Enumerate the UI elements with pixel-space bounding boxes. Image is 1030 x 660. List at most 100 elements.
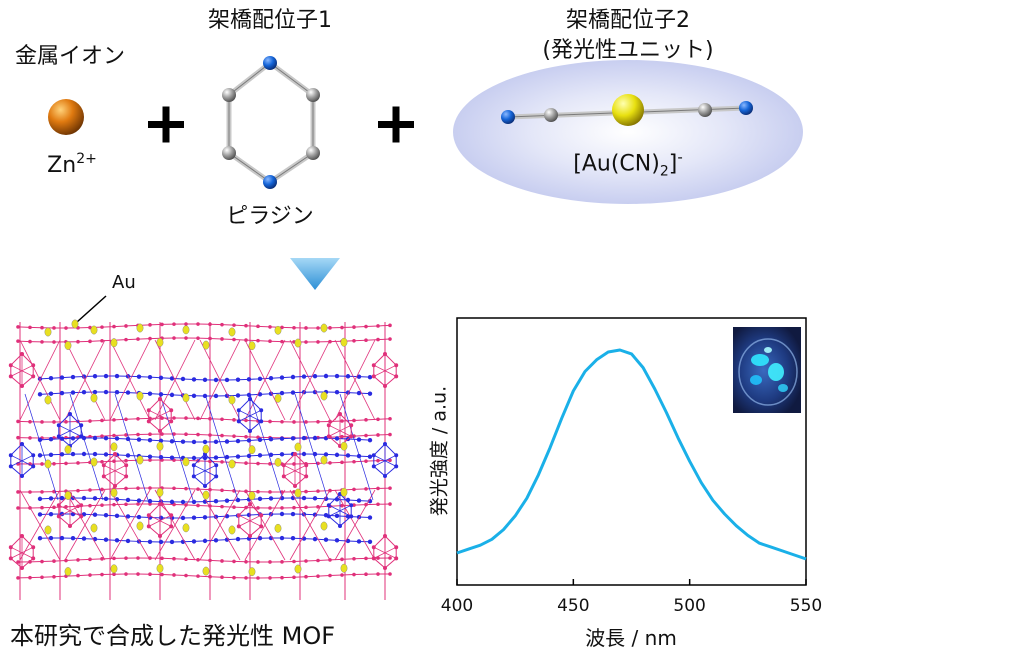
network-bond xyxy=(193,464,217,477)
network-atom xyxy=(169,455,175,460)
network-atom xyxy=(148,336,152,341)
gold-atom xyxy=(340,563,348,573)
network-bond xyxy=(209,559,223,562)
gold-atom xyxy=(44,327,52,337)
x-axis-label: 波長 / nm xyxy=(585,626,677,650)
network-atom xyxy=(301,495,307,501)
network-bond xyxy=(148,514,172,527)
gold-atom xyxy=(90,457,98,467)
gold-atom xyxy=(156,441,164,451)
network-atom xyxy=(31,545,36,550)
network-atom xyxy=(340,503,344,508)
network-atom xyxy=(394,464,399,469)
network-bond xyxy=(245,339,259,342)
network-bond xyxy=(384,443,397,456)
network-atom xyxy=(79,434,84,439)
network-bond xyxy=(209,434,223,437)
network-bond xyxy=(377,324,391,327)
network-bond xyxy=(69,436,82,447)
network-bond xyxy=(10,443,23,456)
network-bond xyxy=(58,516,71,527)
network-bond xyxy=(173,558,187,560)
network-atom xyxy=(248,534,252,538)
network-atom xyxy=(169,513,174,518)
network-bond xyxy=(334,489,376,561)
network-atom xyxy=(124,458,128,463)
network-atom xyxy=(136,502,140,506)
network-atom xyxy=(376,486,380,491)
network-bond xyxy=(58,424,82,437)
network-bond xyxy=(233,462,247,464)
network-atom xyxy=(64,461,68,466)
network-bond xyxy=(65,505,79,508)
network-bond xyxy=(199,339,241,421)
network-atom xyxy=(112,502,116,507)
network-atom xyxy=(376,324,380,328)
gold-atom xyxy=(44,459,52,469)
network-bond xyxy=(365,460,379,462)
network-atom xyxy=(76,461,80,465)
network-atom xyxy=(388,416,392,421)
network-bond xyxy=(113,434,127,437)
network-atom xyxy=(103,389,109,395)
network-bond xyxy=(185,558,199,561)
gold-atom xyxy=(202,340,210,350)
network-bond xyxy=(10,364,34,377)
gold-atom xyxy=(136,323,144,333)
network-atom xyxy=(338,524,342,528)
ligand2-sublabel: (発光性ユニット) xyxy=(542,38,714,63)
network-bond xyxy=(294,393,329,501)
gold-atom xyxy=(274,457,282,467)
network-bond xyxy=(148,526,161,537)
network-bond xyxy=(114,476,127,487)
gold-atom xyxy=(136,521,144,531)
down-arrow-icon xyxy=(290,258,340,290)
gold-atom xyxy=(248,445,256,455)
network-bond xyxy=(58,436,71,447)
network-bond xyxy=(193,476,206,487)
network-atom xyxy=(248,502,252,506)
y-axis-label: 発光強度 / a.u. xyxy=(428,385,451,517)
network-atom xyxy=(334,452,340,458)
gold-atom xyxy=(228,327,236,337)
network-bond xyxy=(193,453,206,466)
network-atom xyxy=(169,499,175,505)
network-atom xyxy=(236,408,241,413)
network-atom xyxy=(8,545,13,550)
network-atom xyxy=(56,514,61,519)
network-atom xyxy=(259,513,264,518)
network-atom xyxy=(31,374,36,379)
zinc-formula: Zn2+ xyxy=(47,152,97,177)
gold-atom xyxy=(274,325,282,335)
network-atom xyxy=(88,339,92,344)
network-bond xyxy=(353,326,367,328)
network-bond xyxy=(373,353,386,366)
network-atom xyxy=(100,418,104,423)
network-atom xyxy=(352,503,356,507)
network-atom xyxy=(326,514,331,519)
network-bond xyxy=(294,453,307,466)
network-bond xyxy=(233,435,247,438)
network-bond xyxy=(384,535,397,548)
network-bond xyxy=(65,575,79,577)
network-atom xyxy=(364,459,368,463)
gold-atom xyxy=(182,523,190,533)
ligand1-label: 架橋配位子1 xyxy=(208,8,332,33)
network-atom xyxy=(352,459,356,464)
ligand2-label: 架橋配位子2 xyxy=(566,8,690,33)
network-bond xyxy=(233,324,247,327)
network-atom xyxy=(158,502,162,506)
network-bond xyxy=(103,476,116,487)
zinc-symbol: Zn xyxy=(47,153,77,178)
network-bond xyxy=(294,476,307,487)
network-atom xyxy=(304,463,309,468)
network-bond xyxy=(365,418,379,421)
network-atom xyxy=(100,459,104,464)
network-bond xyxy=(58,413,71,426)
network-bond xyxy=(173,574,187,577)
network-atom xyxy=(136,416,140,421)
network-bond xyxy=(109,339,151,421)
gold-atom xyxy=(248,567,256,577)
gold-atom xyxy=(156,487,164,497)
